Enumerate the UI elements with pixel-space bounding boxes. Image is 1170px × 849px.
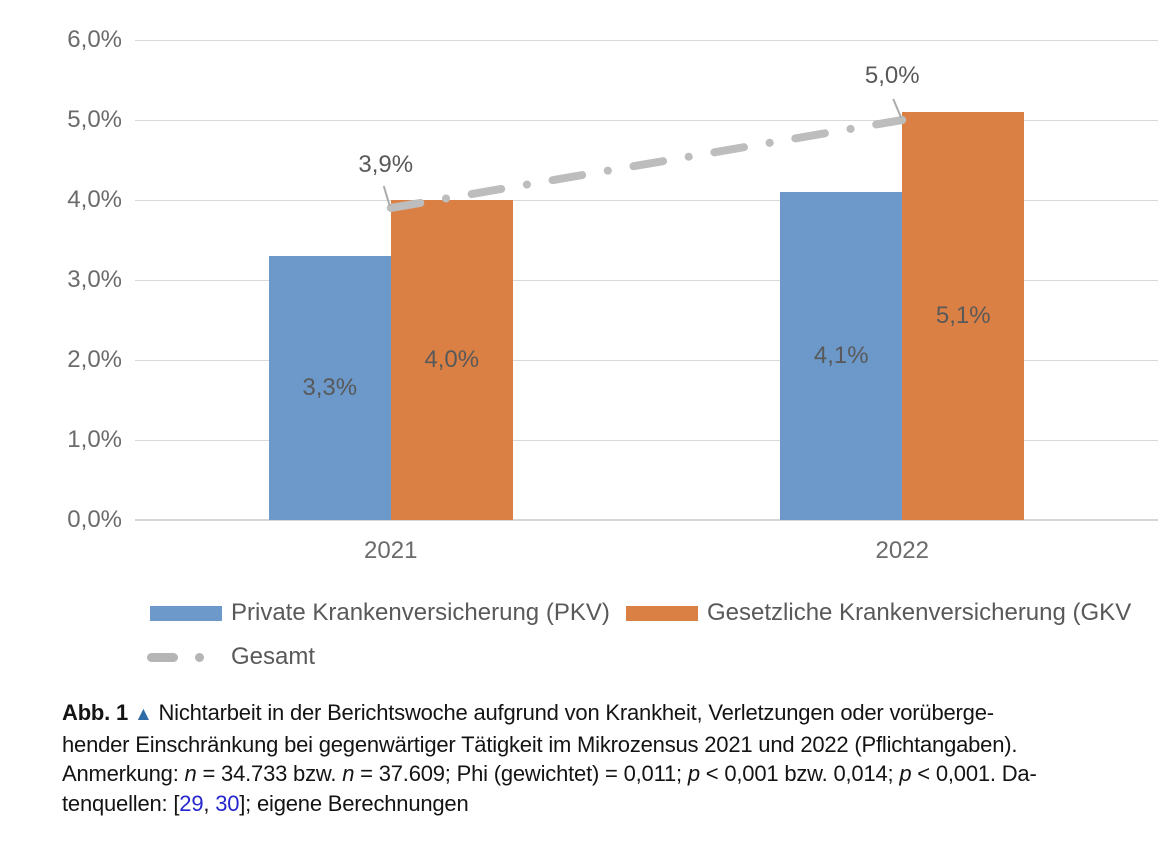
caption-figure-number: Abb. 1 [62, 700, 129, 725]
gridline-2 [135, 360, 1158, 361]
legend-label-gesamt: Gesamt [231, 643, 316, 670]
caption-text: , [203, 790, 216, 816]
label-leader-line [382, 185, 391, 207]
bar-value-label: 3,3% [302, 374, 358, 401]
legend-label-gkv: Gesetzliche Krankenversicherung (GKV [707, 599, 1132, 626]
figure-caption: Abb. 1 ▲ Nichtarbeit in der Berichtswoch… [62, 698, 1037, 818]
caption-text: < 0,001 bzw. 0,014; [699, 761, 900, 786]
bar-gkv-2022 [902, 112, 1025, 520]
caption-text: ]; eigene Berechnungen [239, 790, 469, 816]
caption-line-1: Abb. 1 ▲ Nichtarbeit in der Berichtswoch… [62, 698, 1037, 730]
y-tick-label: 2,0% [67, 346, 122, 373]
caption-stat-symbol: p [687, 761, 700, 786]
bar-value-label: 5,1% [935, 302, 991, 329]
caption-text: tenquellen: [ [62, 790, 180, 816]
caption-triangle-icon: ▲ [133, 704, 153, 725]
x-tick-label-2022: 2022 [875, 537, 929, 564]
caption-stat-symbol: n [184, 761, 197, 786]
gesamt-value-label: 3,9% [358, 151, 414, 178]
gridline-6 [135, 40, 1158, 41]
bar-value-label: 4,0% [424, 346, 480, 373]
x-axis-line [135, 519, 1158, 521]
legend-item-gkv: Gesetzliche Krankenversicherung (GKV [626, 599, 1131, 627]
bar-pkv-2022 [780, 192, 903, 520]
legend-item-pkv: Private Krankenversicherung (PKV) [150, 599, 610, 627]
caption-text: < 0,001. Da- [911, 761, 1037, 786]
y-tick-label: 3,0% [67, 266, 122, 293]
caption-stat-symbol: n [342, 761, 355, 786]
caption-text: Nichtarbeit in der Berichtswoche aufgrun… [152, 700, 994, 725]
caption-line-2: hender Einschränkung bei gegenwärtiger T… [62, 730, 1037, 760]
pkv-swatch [150, 605, 222, 621]
bar-gkv-2021 [390, 200, 513, 520]
y-tick-label: 1,0% [67, 426, 122, 453]
gesamt-value-label: 5,0% [864, 62, 920, 89]
x-tick-label-2021: 2021 [364, 537, 418, 564]
label-leader-line [892, 98, 903, 119]
y-tick-label: 0,0% [67, 506, 122, 533]
bar-pkv-2021 [268, 256, 391, 520]
caption-line-4: tenquellen: [29, 30]; eigene Berechnunge… [62, 789, 1037, 819]
caption-text: Anmerkung: [62, 761, 185, 786]
bar-value-label: 4,1% [813, 342, 869, 369]
gridline-1 [135, 440, 1158, 441]
caption-line-3: Anmerkung: n = 34.733 bzw. n = 37.609; P… [62, 759, 1037, 789]
citation-link-30[interactable]: 30 [215, 790, 240, 816]
caption-stat-symbol: p [899, 761, 912, 786]
caption-text: = 34.733 bzw. [196, 761, 343, 786]
y-tick-label: 4,0% [67, 186, 122, 213]
y-tick-label: 5,0% [67, 106, 122, 133]
gridline-3 [135, 280, 1158, 281]
gesamt-dash-swatch [147, 652, 219, 662]
gkv-swatch [626, 605, 698, 621]
caption-text: = 37.609; Phi (gewichtet) = 0,011; [354, 761, 688, 786]
caption-text: hender Einschränkung bei gegenwärtiger T… [62, 731, 1018, 757]
legend-label-pkv: Private Krankenversicherung (PKV) [231, 599, 610, 626]
citation-link-29[interactable]: 29 [179, 790, 204, 816]
legend-item-gesamt: Gesamt [147, 643, 315, 671]
y-tick-label: 6,0% [67, 26, 122, 53]
